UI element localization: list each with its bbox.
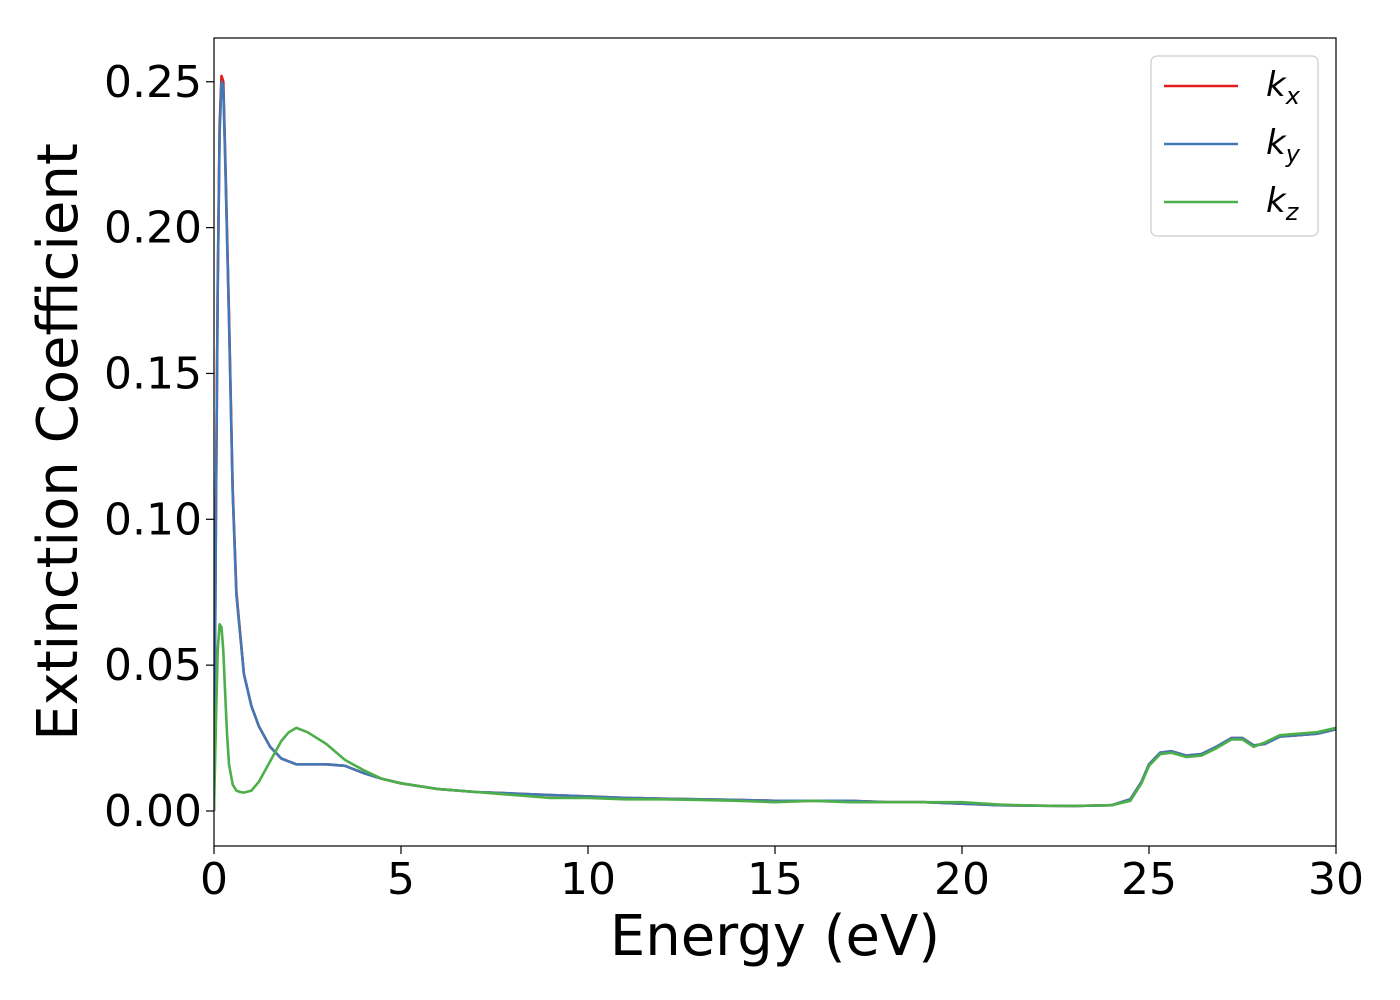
x-tick-label: 20: [934, 854, 990, 905]
x-tick-label: 10: [560, 854, 616, 905]
x-tick-label: 25: [1121, 854, 1177, 905]
x-tick-label: 5: [387, 854, 415, 905]
x-tick-label: 15: [747, 854, 803, 905]
x-axis: 0 5 10 15 20 25 30: [200, 846, 1364, 905]
y-tick-label: 0.10: [104, 494, 202, 545]
x-axis-label: Energy (eV): [610, 904, 940, 969]
y-tick-label: 0.25: [104, 57, 202, 108]
y-tick-label: 0.05: [104, 640, 202, 691]
x-tick-label: 30: [1308, 854, 1364, 905]
y-axis: 0.00 0.05 0.10 0.15 0.20 0.25: [104, 57, 214, 837]
y-tick-label: 0.20: [104, 203, 202, 254]
y-tick-label: 0.00: [104, 786, 202, 837]
x-tick-label: 0: [200, 854, 228, 905]
y-axis-label: Extinction Coefficient: [26, 143, 91, 741]
series-line-kz: [214, 623, 1336, 812]
plot-lines: [214, 74, 1336, 812]
legend-box: [1150, 55, 1319, 237]
y-tick-label: 0.15: [104, 348, 202, 399]
